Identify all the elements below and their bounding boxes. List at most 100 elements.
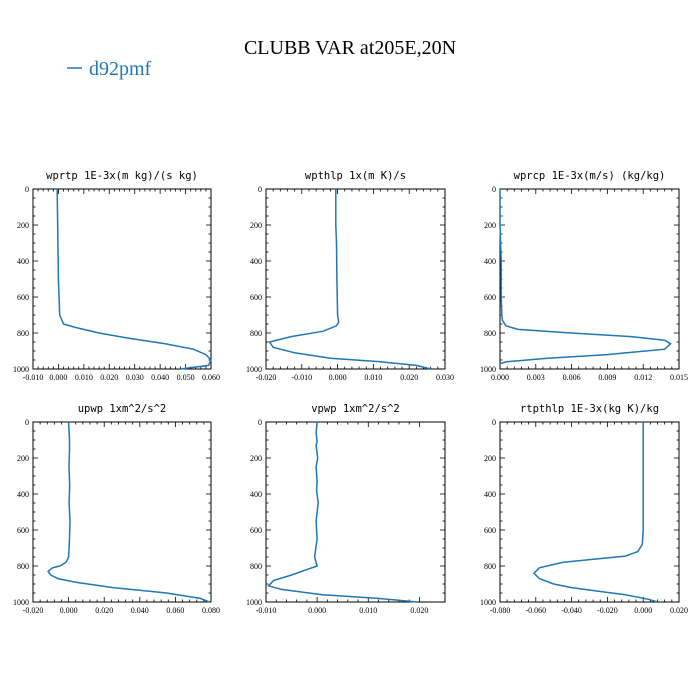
y-tick-label: 600 bbox=[17, 293, 29, 302]
x-tick-label: 0.000 bbox=[329, 373, 347, 382]
y-tick-label: 1000 bbox=[246, 598, 262, 607]
plot-frame bbox=[499, 421, 680, 603]
x-tick-label: 0.030 bbox=[436, 373, 454, 382]
y-tick-label: 800 bbox=[484, 329, 496, 338]
x-tick-label: 0.080 bbox=[202, 606, 220, 615]
subplot-title: wprtp 1E-3x(m kg)/(s kg) bbox=[46, 170, 198, 182]
subplot-title: wprcp 1E-3x(m/s) (kg/kg) bbox=[514, 170, 666, 182]
y-tick-label: 200 bbox=[250, 454, 262, 463]
series-line-d92pmf bbox=[47, 421, 210, 603]
series-line-d92pmf bbox=[267, 421, 417, 603]
subplot-grid: wprtp 1E-3x(m kg)/(s kg) -0.010 0.000 0.010… bbox=[13, 170, 688, 615]
subplot-5: vpwp 1xm^2/s^2 -0.010 0.000 0.010 0.020 0 200 4… bbox=[246, 403, 446, 615]
y-tick-label: 200 bbox=[250, 221, 262, 230]
subplot-1: wprtp 1E-3x(m kg)/(s kg) -0.010 0.000 0.010… bbox=[13, 170, 220, 382]
x-tick-label: -0.020 bbox=[256, 373, 277, 382]
x-tick-label: 0.003 bbox=[527, 373, 545, 382]
y-tick-label: 1000 bbox=[480, 365, 496, 374]
series-line-d92pmf bbox=[56, 188, 212, 370]
x-tick-label: 0.050 bbox=[177, 373, 195, 382]
x-tick-label: 0.020 bbox=[100, 373, 118, 382]
y-tick-label: 600 bbox=[17, 526, 29, 535]
series-line-d92pmf bbox=[499, 189, 672, 365]
plot-frame bbox=[32, 421, 212, 603]
y-tick-label: 400 bbox=[250, 257, 262, 266]
plot-frame bbox=[265, 188, 446, 370]
series-line-d92pmf bbox=[532, 422, 658, 603]
x-tick-label: 0.040 bbox=[131, 606, 149, 615]
subplot-3: wprcp 1E-3x(m/s) (kg/kg) 0.000 0.003 0.006 0… bbox=[480, 170, 688, 382]
x-tick-label: 0.030 bbox=[126, 373, 144, 382]
x-tick-label: 0.000 bbox=[491, 373, 509, 382]
plot-frame bbox=[32, 188, 212, 370]
y-tick-label: 400 bbox=[17, 490, 29, 499]
x-tick-label: 0.020 bbox=[95, 606, 113, 615]
y-tick-label: 600 bbox=[484, 293, 496, 302]
y-tick-label: 0 bbox=[492, 185, 496, 194]
y-tick-label: 1000 bbox=[246, 365, 262, 374]
y-tick-label: 800 bbox=[250, 329, 262, 338]
x-tick-label: 0.020 bbox=[400, 373, 418, 382]
y-tick-label: 200 bbox=[484, 221, 496, 230]
figure-title: CLUBB VAR at205E,20N bbox=[244, 37, 456, 59]
legend: d92pmf bbox=[67, 58, 152, 80]
y-tick-label: 0 bbox=[258, 185, 262, 194]
y-tick-label: 600 bbox=[250, 293, 262, 302]
x-tick-label: 0.020 bbox=[670, 606, 688, 615]
y-tick-label: 800 bbox=[250, 562, 262, 571]
y-tick-label: 200 bbox=[484, 454, 496, 463]
plot-frame bbox=[499, 188, 680, 370]
x-tick-label: -0.040 bbox=[561, 606, 582, 615]
y-tick-label: 600 bbox=[484, 526, 496, 535]
subplot-2: wpthlp 1x(m K)/s -0.020 -0.010 0.000 0.010 0.… bbox=[246, 170, 454, 382]
x-tick-label: 0.010 bbox=[75, 373, 93, 382]
y-tick-label: 600 bbox=[250, 526, 262, 535]
x-tick-label: -0.080 bbox=[490, 606, 511, 615]
subplot-6: rtpthlp 1E-3x(kg K)/kg -0.080 -0.060 -0.040… bbox=[480, 403, 688, 615]
y-tick-label: 400 bbox=[250, 490, 262, 499]
x-tick-label: -0.020 bbox=[23, 606, 44, 615]
x-tick-label: 0.000 bbox=[49, 373, 67, 382]
x-tick-label: 0.000 bbox=[60, 606, 78, 615]
series-line-d92pmf bbox=[268, 189, 431, 370]
subplot-title: rtpthlp 1E-3x(kg K)/kg bbox=[520, 403, 659, 415]
y-tick-label: 1000 bbox=[480, 598, 496, 607]
y-tick-label: 800 bbox=[484, 562, 496, 571]
x-tick-label: 0.000 bbox=[308, 606, 326, 615]
legend-label: d92pmf bbox=[89, 58, 152, 80]
subplot-title: wpthlp 1x(m K)/s bbox=[305, 170, 406, 182]
x-tick-label: 0.012 bbox=[634, 373, 652, 382]
y-tick-label: 0 bbox=[492, 418, 496, 427]
subplot-title: vpwp 1xm^2/s^2 bbox=[311, 403, 400, 415]
x-tick-label: -0.010 bbox=[23, 373, 44, 382]
y-tick-label: 400 bbox=[484, 257, 496, 266]
y-tick-label: 0 bbox=[25, 185, 29, 194]
x-tick-label: 0.040 bbox=[151, 373, 169, 382]
y-tick-label: 800 bbox=[17, 329, 29, 338]
x-tick-label: -0.010 bbox=[291, 373, 312, 382]
x-tick-label: 0.009 bbox=[598, 373, 616, 382]
x-tick-label: 0.006 bbox=[563, 373, 581, 382]
y-tick-label: 1000 bbox=[13, 598, 29, 607]
x-tick-label: 0.010 bbox=[364, 373, 382, 382]
x-tick-label: -0.060 bbox=[525, 606, 546, 615]
x-tick-label: 0.010 bbox=[359, 606, 377, 615]
subplot-title: upwp 1xm^2/s^2 bbox=[78, 403, 167, 415]
x-tick-label: 0.015 bbox=[670, 373, 688, 382]
x-tick-label: -0.010 bbox=[256, 606, 277, 615]
y-tick-label: 200 bbox=[17, 454, 29, 463]
x-tick-label: -0.020 bbox=[597, 606, 618, 615]
x-tick-label: 0.020 bbox=[410, 606, 428, 615]
subplot-4: upwp 1xm^2/s^2 -0.020 0.000 0.020 0.040 0.060… bbox=[13, 403, 220, 615]
y-tick-label: 0 bbox=[258, 418, 262, 427]
y-tick-label: 200 bbox=[17, 221, 29, 230]
x-tick-label: 0.060 bbox=[202, 373, 220, 382]
y-tick-label: 400 bbox=[484, 490, 496, 499]
y-tick-label: 400 bbox=[17, 257, 29, 266]
y-tick-label: 1000 bbox=[13, 365, 29, 374]
y-tick-label: 0 bbox=[25, 418, 29, 427]
x-tick-label: 0.000 bbox=[634, 606, 652, 615]
x-tick-label: 0.060 bbox=[166, 606, 184, 615]
y-tick-label: 800 bbox=[17, 562, 29, 571]
